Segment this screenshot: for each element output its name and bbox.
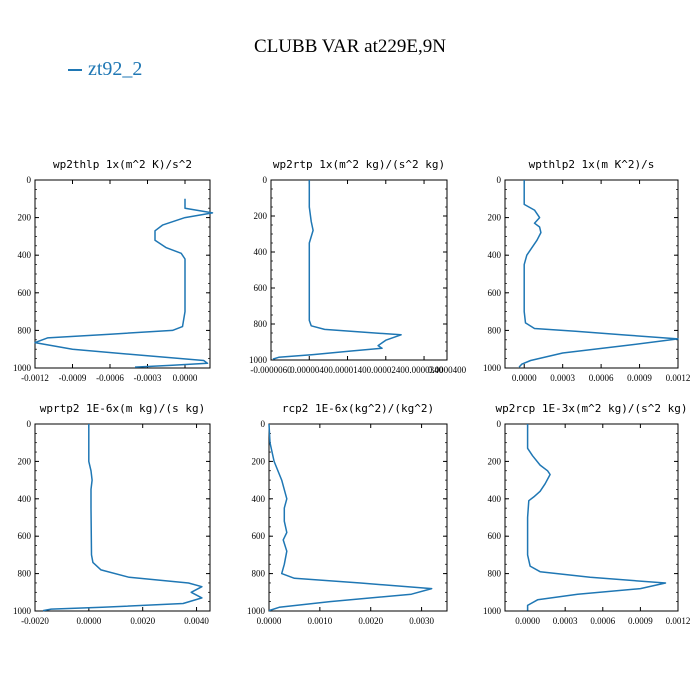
x-tick-label: 0.0012 <box>666 373 691 383</box>
y-tick-label: 400 <box>488 250 502 260</box>
x-tick-label: 0.0009 <box>628 616 653 626</box>
page-title: CLUBB VAR at229E,9N <box>254 36 446 57</box>
legend: zt92_2 <box>68 58 142 81</box>
x-tick-label: -0.0000060 <box>250 365 292 375</box>
subplot-2: wp2rtp 1x(m^2 kg)/(s^2 kg) 0 200 400 600 800 1… <box>249 158 467 375</box>
x-tick-label: 0.0020 <box>358 616 383 626</box>
y-tick-label: 400 <box>18 494 32 504</box>
y-tick-label: 1000 <box>247 606 266 616</box>
x-tick-label: 0.0000 <box>257 616 282 626</box>
subplot-title: wp2rcp 1E-3x(m^2 kg)/(s^2 kg) <box>495 402 687 415</box>
y-tick-label: 800 <box>252 569 266 579</box>
y-tick-label: 1000 <box>249 355 268 365</box>
x-tick-label: 0.0006 <box>589 373 614 383</box>
x-tick-label: 0.0000240 <box>367 365 406 375</box>
subplot-frame <box>270 179 448 361</box>
y-tick-label: 800 <box>254 319 268 329</box>
x-tick-label: 0.0000 <box>76 616 101 626</box>
subplot-title: wprtp2 1E-6x(m kg)/(s kg) <box>40 402 206 415</box>
y-tick-label: 1000 <box>13 606 32 616</box>
series-line <box>272 180 402 360</box>
subplot-1: wp2thlp 1x(m^2 K)/s^202004006008001000-0… <box>13 158 214 383</box>
x-tick-label: 0.0003 <box>550 373 575 383</box>
x-tick-label: 0.0006 <box>590 616 615 626</box>
y-tick-label: 600 <box>254 283 268 293</box>
y-tick-label: 1000 <box>483 363 502 373</box>
y-tick-label: 600 <box>252 531 266 541</box>
y-tick-label: 200 <box>252 456 266 466</box>
x-tick-label: -0.0020 <box>21 616 49 626</box>
x-tick-label: 0.0000 <box>173 373 198 383</box>
subplot-title: wpthlp2 1x(m K^2)/s <box>529 158 655 171</box>
y-tick-label: 0 <box>27 419 32 429</box>
x-tick-label: 0.0000 <box>515 616 540 626</box>
x-tick-label: 0.0000340 <box>405 365 444 375</box>
x-tick-label: -0.0003 <box>134 373 162 383</box>
y-tick-label: 800 <box>488 569 502 579</box>
x-tick-label: 0.0010 <box>307 616 332 626</box>
x-tick-label: 0.0000 <box>512 373 537 383</box>
x-tick-label: 0.0000140 <box>328 365 367 375</box>
x-tick-label: -0.0006 <box>96 373 124 383</box>
y-tick-label: 400 <box>488 494 502 504</box>
series-line <box>268 423 433 612</box>
x-tick-label: 0.0040 <box>184 616 209 626</box>
subplot-title: wp2thlp 1x(m^2 K)/s^2 <box>53 158 192 171</box>
x-tick-label: 0.0003 <box>553 616 578 626</box>
x-tick-label: -0.0009 <box>59 373 87 383</box>
legend-line-icon <box>68 69 82 72</box>
subplot-4: wprtp2 1E-6x(m kg)/(s kg) 0 200 400 600 800 10… <box>13 402 211 626</box>
y-tick-label: 800 <box>488 325 502 335</box>
x-tick-label: 0.0000040 <box>290 365 329 375</box>
x-tick-label: 0.0009 <box>627 373 652 383</box>
y-tick-label: 200 <box>488 456 502 466</box>
y-tick-label: 1000 <box>13 363 32 373</box>
subplot-frame <box>34 179 211 369</box>
y-tick-label: 200 <box>18 213 32 223</box>
series-line <box>518 180 679 368</box>
y-tick-label: 0 <box>263 175 268 185</box>
y-tick-label: 400 <box>18 250 32 260</box>
series-line <box>42 424 203 612</box>
y-tick-label: 400 <box>254 247 268 257</box>
y-tick-label: 0 <box>261 419 266 429</box>
y-tick-label: 800 <box>18 325 32 335</box>
y-tick-label: 0 <box>497 419 502 429</box>
series-line <box>526 424 667 611</box>
subplot-title: wp2rtp 1x(m^2 kg)/(s^2 kg) <box>273 158 445 171</box>
y-tick-label: 200 <box>18 456 32 466</box>
y-tick-label: 800 <box>18 569 32 579</box>
y-tick-label: 600 <box>18 288 32 298</box>
y-tick-label: 200 <box>254 211 268 221</box>
y-tick-label: 200 <box>488 213 502 223</box>
y-tick-label: 400 <box>252 494 266 504</box>
subplot-6: wp2rcp 1E-3x(m^2 kg)/(s^2 kg) 0 200 400 600 8… <box>483 402 690 626</box>
x-tick-label: 0.0000400 <box>428 365 467 375</box>
subplot-title: rcp2 1E-6x(kg^2)/(kg^2) <box>282 402 434 415</box>
y-tick-label: 0 <box>27 175 32 185</box>
subplot-5: rcp2 1E-6x(kg^2)/(kg^2) 0 200 400 600 800 1000… <box>247 402 448 626</box>
subplot-3: wpthlp2 1x(m K^2)/s 0 200 400 600 800 1000 0.00… <box>483 158 690 383</box>
y-tick-label: 1000 <box>483 606 502 616</box>
x-tick-label: 0.0012 <box>666 616 691 626</box>
y-tick-label: 0 <box>497 175 502 185</box>
legend-label: zt92_2 <box>88 58 143 80</box>
x-tick-label: 0.0030 <box>409 616 434 626</box>
x-tick-label: -0.0012 <box>21 373 49 383</box>
series-line <box>34 198 214 368</box>
y-tick-label: 600 <box>488 288 502 298</box>
x-tick-label: 0.0020 <box>130 616 155 626</box>
y-tick-label: 600 <box>18 531 32 541</box>
y-tick-label: 600 <box>488 531 502 541</box>
